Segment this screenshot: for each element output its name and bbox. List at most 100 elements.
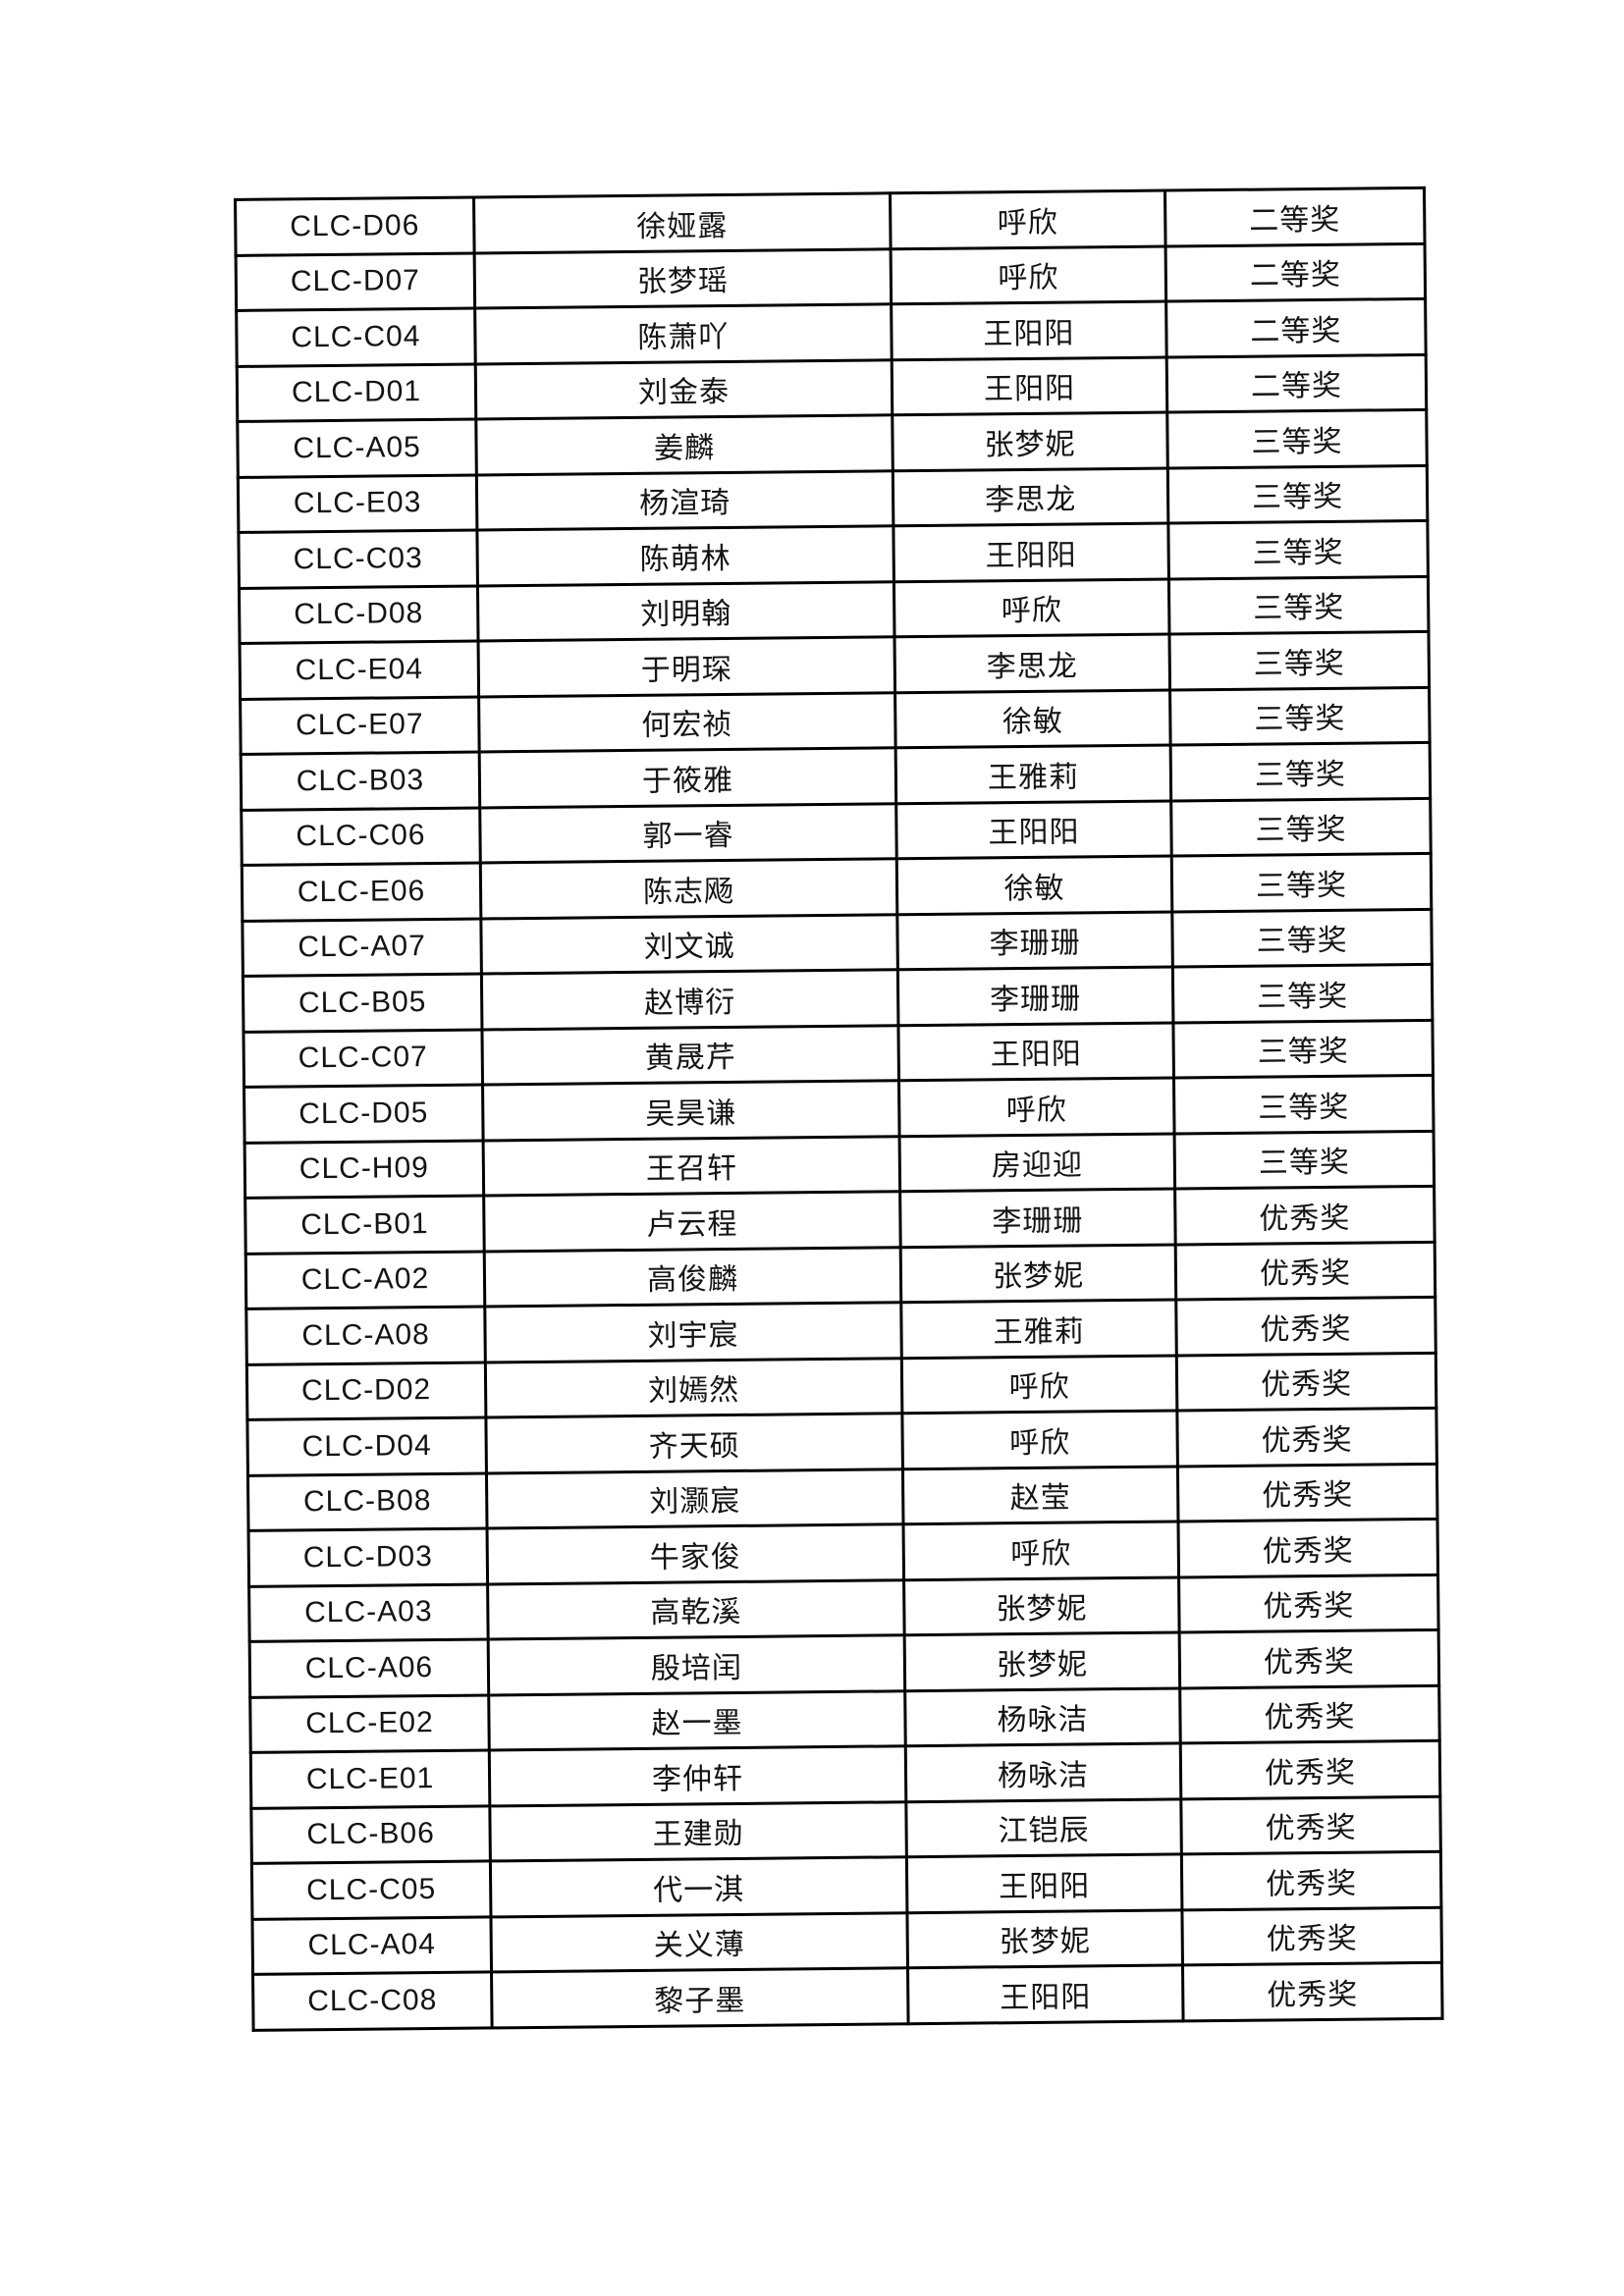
cell-teacher-name: 呼欣 [891, 245, 1166, 304]
award-table: CLC-D06 徐娅露 呼欣 二等奖 CLC-D07 张梦瑶 呼欣 二等奖 CL… [234, 187, 1444, 2031]
cell-award-level: 三等奖 [1168, 575, 1429, 635]
cell-award-level: 二等奖 [1164, 187, 1426, 246]
cell-award-level: 优秀奖 [1180, 1795, 1441, 1854]
cell-teacher-name: 张梦妮 [892, 412, 1168, 471]
cell-entry-id: CLC-C04 [236, 308, 476, 366]
cell-entry-id: CLC-C06 [241, 807, 481, 866]
cell-teacher-name: 王雅莉 [900, 1299, 1177, 1359]
cell-student-name: 杨渲琦 [476, 470, 893, 531]
cell-teacher-name: 王阳阳 [907, 1964, 1184, 2024]
cell-entry-id: CLC-C05 [251, 1860, 491, 1919]
cell-award-level: 三等奖 [1170, 742, 1431, 801]
cell-award-level: 三等奖 [1169, 686, 1431, 746]
cell-teacher-name: 李思龙 [893, 467, 1168, 526]
cell-entry-id: CLC-D07 [236, 252, 475, 311]
cell-entry-id: CLC-C07 [243, 1029, 483, 1088]
cell-teacher-name: 李思龙 [894, 634, 1170, 693]
cell-teacher-name: 赵莹 [902, 1466, 1178, 1524]
cell-award-level: 三等奖 [1166, 409, 1428, 468]
cell-entry-id: CLC-E01 [250, 1749, 490, 1808]
cell-student-name: 于明琛 [478, 636, 895, 697]
cell-teacher-name: 张梦妮 [906, 1909, 1183, 1968]
cell-award-level: 三等奖 [1173, 1075, 1435, 1134]
award-table-container: CLC-D06 徐娅露 呼欣 二等奖 CLC-D07 张梦瑶 呼欣 二等奖 CL… [234, 187, 1443, 2031]
cell-entry-id: CLC-D04 [246, 1416, 487, 1475]
cell-entry-id: CLC-D02 [246, 1362, 486, 1420]
cell-entry-id: CLC-A06 [249, 1638, 489, 1697]
cell-entry-id: CLC-A02 [245, 1251, 485, 1309]
cell-student-name: 陈志飏 [480, 858, 897, 919]
cell-teacher-name: 徐敏 [896, 855, 1172, 915]
cell-student-name: 陈萌林 [476, 525, 894, 586]
cell-entry-id: CLC-E04 [240, 641, 479, 699]
cell-entry-id: CLC-E06 [242, 862, 481, 921]
cell-award-level: 三等奖 [1171, 853, 1432, 912]
cell-award-level: 二等奖 [1165, 242, 1426, 302]
cell-entry-id: CLC-B05 [243, 973, 482, 1032]
cell-teacher-name: 呼欣 [901, 1410, 1178, 1469]
table-row: CLC-C08 黎子墨 王阳阳 优秀奖 [252, 1962, 1443, 2030]
cell-award-level: 三等奖 [1170, 797, 1432, 856]
cell-entry-id: CLC-A08 [245, 1306, 486, 1364]
cell-teacher-name: 杨咏洁 [904, 1687, 1181, 1746]
cell-entry-id: CLC-E03 [238, 474, 477, 533]
cell-award-level: 优秀奖 [1181, 1851, 1441, 1910]
cell-teacher-name: 王雅莉 [895, 745, 1171, 804]
cell-award-level: 三等奖 [1172, 1019, 1434, 1078]
cell-student-name: 李仲轩 [489, 1745, 906, 1806]
cell-entry-id: CLC-C08 [252, 1971, 493, 2030]
cell-teacher-name: 王阳阳 [897, 1022, 1174, 1081]
cell-student-name: 刘明翰 [477, 581, 895, 642]
cell-award-level: 优秀奖 [1181, 1906, 1442, 1965]
cell-teacher-name: 呼欣 [898, 1077, 1175, 1137]
cell-student-name: 徐娅露 [473, 192, 892, 253]
cell-student-name: 刘文诚 [480, 914, 898, 974]
cell-entry-id: CLC-D08 [239, 585, 479, 644]
cell-award-level: 三等奖 [1172, 964, 1433, 1023]
cell-teacher-name: 王阳阳 [895, 800, 1172, 859]
cell-teacher-name: 房迎迎 [899, 1133, 1175, 1192]
cell-award-level: 三等奖 [1168, 631, 1430, 690]
cell-award-level: 优秀奖 [1175, 1241, 1435, 1300]
cell-award-level: 优秀奖 [1176, 1408, 1437, 1467]
award-table-body: CLC-D06 徐娅露 呼欣 二等奖 CLC-D07 张梦瑶 呼欣 二等奖 CL… [235, 187, 1443, 2030]
cell-student-name: 黎子墨 [491, 1967, 909, 2028]
cell-student-name: 代一淇 [490, 1856, 907, 1917]
cell-entry-id: CLC-A03 [248, 1583, 489, 1642]
cell-teacher-name: 张梦妮 [904, 1631, 1180, 1691]
cell-award-level: 三等奖 [1167, 464, 1428, 524]
cell-entry-id: CLC-D01 [237, 363, 476, 422]
cell-entry-id: CLC-C03 [238, 530, 478, 588]
cell-teacher-name: 徐敏 [894, 689, 1171, 748]
cell-teacher-name: 杨咏洁 [905, 1742, 1181, 1802]
cell-award-level: 优秀奖 [1179, 1684, 1440, 1743]
cell-teacher-name: 呼欣 [893, 578, 1169, 637]
cell-teacher-name: 王阳阳 [893, 523, 1169, 582]
cell-teacher-name: 李珊珊 [897, 966, 1173, 1026]
cell-student-name: 陈萧吖 [474, 303, 893, 364]
cell-entry-id: CLC-E02 [249, 1694, 490, 1753]
cell-award-level: 优秀奖 [1177, 1463, 1437, 1522]
cell-student-name: 齐天硕 [485, 1413, 903, 1473]
cell-student-name: 高乾溪 [487, 1579, 905, 1639]
cell-entry-id: CLC-H09 [244, 1140, 484, 1199]
cell-teacher-name: 呼欣 [890, 190, 1166, 249]
cell-award-level: 三等奖 [1167, 520, 1429, 579]
cell-teacher-name: 张梦妮 [900, 1244, 1176, 1303]
cell-entry-id: CLC-D03 [248, 1527, 488, 1586]
cell-entry-id: CLC-E07 [240, 696, 480, 755]
cell-teacher-name: 李珊珊 [899, 1188, 1176, 1248]
cell-award-level: 二等奖 [1166, 353, 1427, 413]
cell-entry-id: CLC-A04 [251, 1916, 492, 1975]
cell-entry-id: CLC-B03 [241, 752, 480, 810]
cell-teacher-name: 王阳阳 [906, 1853, 1182, 1913]
cell-student-name: 黄晟芹 [481, 1025, 899, 1085]
cell-student-name: 高俊麟 [484, 1247, 901, 1307]
cell-teacher-name: 张梦妮 [903, 1576, 1180, 1635]
cell-award-level: 优秀奖 [1176, 1352, 1436, 1411]
cell-student-name: 郭一睿 [479, 803, 897, 863]
cell-award-level: 优秀奖 [1177, 1519, 1438, 1577]
cell-teacher-name: 呼欣 [903, 1521, 1179, 1580]
cell-student-name: 刘嫣然 [485, 1358, 902, 1417]
